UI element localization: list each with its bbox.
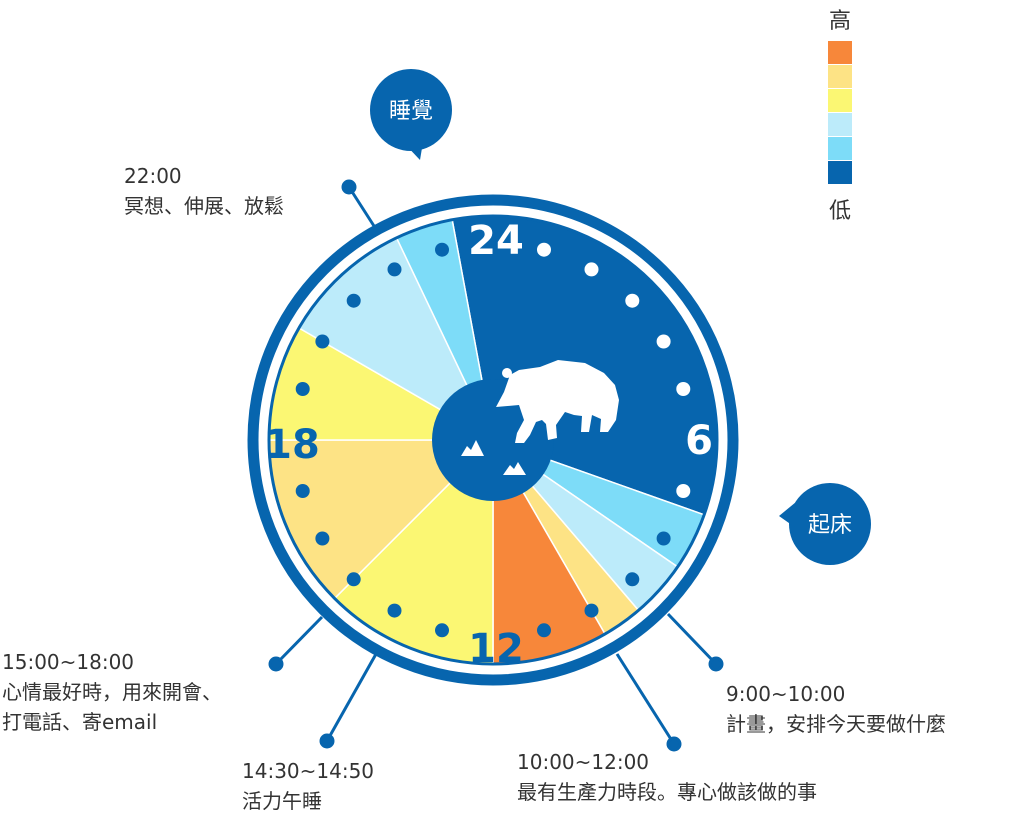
hour-dot (346, 293, 361, 308)
leader-line-1000 (615, 653, 676, 745)
hour-dot (536, 623, 551, 638)
leader-line-0900 (666, 612, 718, 666)
hour-label-12: 12 (468, 626, 524, 672)
hour-dot (387, 603, 402, 618)
annotation-1500-desc-line1: 心情最好時，用來開會、 (2, 680, 222, 704)
annotation-0900-time: 9:00~10:00 (726, 682, 846, 706)
legend-swatch (828, 161, 852, 184)
leader-dot-1500 (268, 656, 284, 672)
annotation-1500: 15:00~18:00 心情最好時，用來開會、 打電話、寄email (2, 647, 222, 737)
hour-dot (625, 293, 640, 308)
hour-dot (625, 572, 640, 587)
leader-dot-2200 (341, 179, 357, 195)
clock-inner-ring (267, 214, 719, 666)
hour-dot (295, 483, 310, 498)
legend-swatch (828, 41, 852, 64)
annotation-2200-time: 22:00 (124, 164, 182, 188)
annotation-1000-desc: 最有生產力時段。專心做該做的事 (517, 780, 817, 804)
clock-face: 24 6 12 18 (247, 194, 739, 686)
hour-label-6: 6 (685, 418, 713, 464)
annotation-1430-desc: 活力午睡 (242, 789, 322, 813)
bear-icon (461, 360, 619, 475)
legend-swatch (828, 89, 852, 112)
hour-dot (676, 382, 691, 397)
hour-dot (656, 531, 671, 546)
legend-swatches (828, 41, 852, 184)
annotation-1430: 14:30~14:50 活力午睡 (242, 756, 374, 816)
hour-dot (584, 603, 599, 618)
annotation-1500-desc-line2: 打電話、寄email (2, 710, 158, 734)
annotation-2200-desc: 冥想、伸展、放鬆 (124, 194, 284, 218)
sleep-bubble-label: 睡覺 (389, 99, 433, 124)
hour-dot (435, 623, 450, 638)
annotation-1000: 10:00~12:00 最有生產力時段。專心做該做的事 (517, 747, 817, 807)
leader-dot-1430 (319, 733, 335, 749)
hour-dot (387, 262, 402, 277)
annotation-2200: 22:00 冥想、伸展、放鬆 (124, 161, 284, 221)
hour-dot (295, 382, 310, 397)
annotation-0900-desc: 計畫，安排今天要做什麼 (726, 712, 946, 736)
legend-swatch (828, 113, 852, 136)
leader-line-1430 (325, 653, 378, 742)
annotation-1500-time: 15:00~18:00 (2, 650, 135, 674)
hour-dot (315, 334, 330, 349)
legend-high-label: 高 (829, 9, 851, 34)
hour-dot (584, 262, 599, 277)
hour-dot (346, 572, 361, 587)
hour-label-24: 24 (468, 218, 524, 264)
leader-line-2200 (347, 186, 376, 227)
leader-dot-1000 (666, 736, 682, 752)
hour-label-18: 18 (264, 422, 320, 468)
sleep-bubble: 睡覺 (370, 69, 452, 160)
hour-dot (656, 334, 671, 349)
legend-swatch (828, 65, 852, 88)
energy-legend: 高 低 (828, 9, 852, 224)
leader-line-1500 (274, 615, 324, 666)
annotation-1430-time: 14:30~14:50 (242, 759, 375, 783)
hour-dots (295, 242, 691, 638)
hour-dot (315, 531, 330, 546)
annotation-0900: 9:00~10:00 計畫，安排今天要做什麼 (726, 679, 946, 739)
wake-bubble-label: 起床 (808, 513, 852, 538)
leader-dot-0900 (708, 656, 724, 672)
wake-bubble: 起床 (779, 483, 871, 565)
hour-dot (435, 242, 450, 257)
hour-dot (676, 483, 691, 498)
legend-swatch (828, 137, 852, 160)
hour-dot (536, 242, 551, 257)
leader-lines (268, 179, 724, 752)
annotation-1000-time: 10:00~12:00 (517, 750, 650, 774)
legend-low-label: 低 (829, 199, 851, 224)
